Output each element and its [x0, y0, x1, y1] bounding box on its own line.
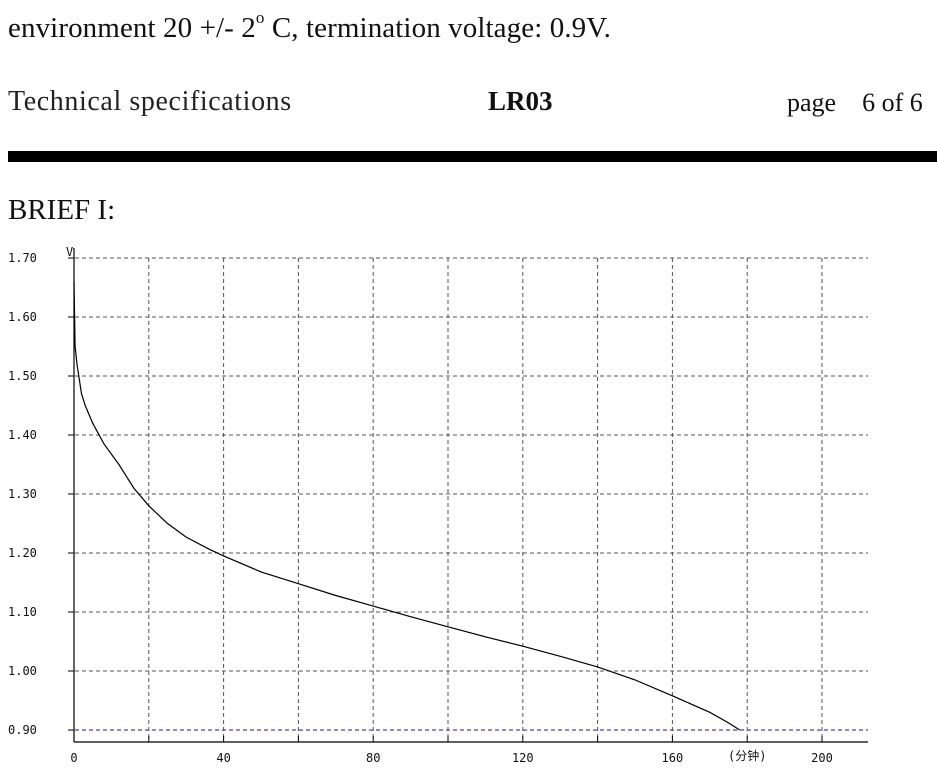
header-rule	[8, 151, 937, 162]
page-number: 6 of 6	[862, 88, 923, 117]
discharge-chart: 0.90 1.00 1.10 1.20 1.30 1.40 1.50 1.60 1.70 V 0 40…	[8, 245, 868, 765]
y-tick-label: 1.40	[8, 428, 37, 442]
document-title: Technical specifications	[8, 86, 292, 117]
x-axis-label: (分钟)	[728, 748, 766, 763]
x-tick-label: 120	[512, 751, 534, 765]
x-tick-label: 0	[70, 751, 77, 765]
y-tick-label: 1.10	[8, 605, 37, 619]
x-tick-label: 200	[811, 751, 833, 765]
y-tick-label: 1.60	[8, 310, 37, 324]
series-line	[73, 281, 741, 731]
page-label: page	[787, 88, 837, 117]
model-number: LR03	[488, 86, 553, 116]
condition-prefix: environment 20 +/- 2	[8, 12, 256, 44]
test-condition-line: environment 20 +/- 2o C, termination vol…	[8, 8, 611, 45]
page-indicator: page 6 of 6	[787, 88, 923, 118]
y-tick-label: 1.20	[8, 546, 37, 560]
x-tick-label: 40	[216, 751, 230, 765]
y-axis-label: V	[66, 245, 73, 259]
y-tick-label: 1.00	[8, 664, 37, 678]
section-title: BRIEF I:	[8, 194, 116, 226]
x-tick-label: 160	[662, 751, 684, 765]
grid-layer	[68, 257, 868, 740]
x-tick-label: 80	[366, 751, 380, 765]
axes-layer	[68, 248, 868, 743]
y-tick-label: 1.70	[8, 251, 37, 265]
series-layer	[73, 281, 741, 731]
condition-suffix: C, termination voltage: 0.9V.	[264, 12, 611, 44]
y-tick-label: 1.50	[8, 369, 37, 383]
y-tick-label: 0.90	[8, 723, 37, 737]
tick-label-layer: 0.90 1.00 1.10 1.20 1.30 1.40 1.50 1.60 1.70 V 0 40…	[8, 245, 833, 765]
y-tick-label: 1.30	[8, 487, 37, 501]
degree-mark: o	[255, 8, 265, 27]
